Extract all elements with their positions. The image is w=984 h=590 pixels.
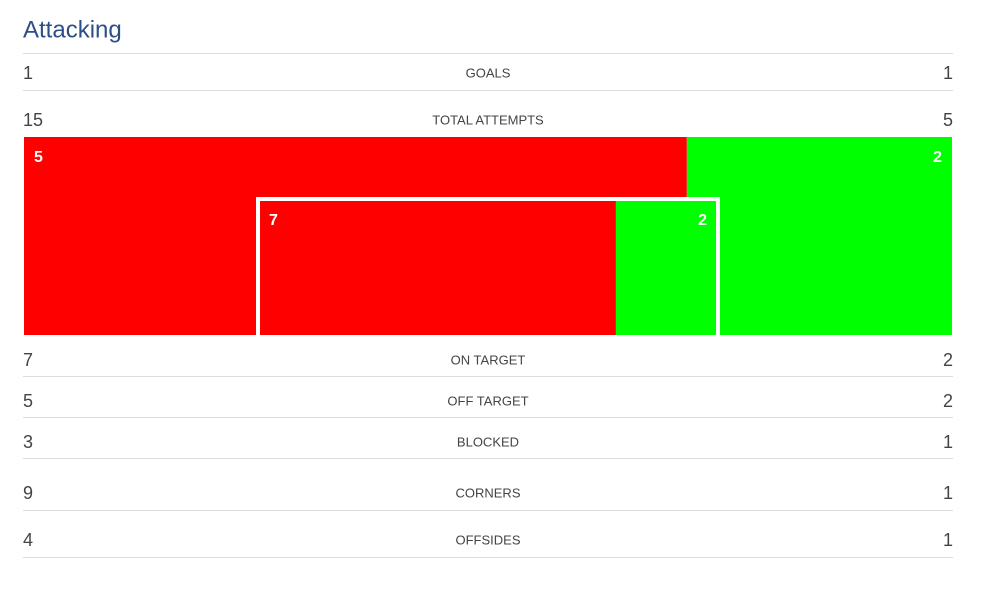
home-value: 15 bbox=[23, 110, 43, 130]
away-value: 1 bbox=[943, 530, 953, 550]
home-value: 9 bbox=[23, 483, 33, 503]
away-value: 1 bbox=[943, 63, 953, 83]
away-value: 1 bbox=[943, 483, 953, 503]
stat-label: GOALS bbox=[466, 65, 511, 80]
stat-label: ON TARGET bbox=[451, 352, 526, 367]
home-value: 7 bbox=[23, 350, 33, 370]
home-bar bbox=[258, 199, 616, 335]
stat-label: OFF TARGET bbox=[447, 393, 528, 408]
home-count: 7 bbox=[269, 212, 278, 229]
away-value: 2 bbox=[943, 350, 953, 370]
away-bar bbox=[615, 199, 718, 335]
away-value: 1 bbox=[943, 432, 953, 452]
home-value: 3 bbox=[23, 432, 33, 452]
stat-label: TOTAL ATTEMPTS bbox=[432, 112, 544, 127]
away-value: 5 bbox=[943, 110, 953, 130]
stat-label: OFFSIDES bbox=[455, 532, 520, 547]
stat-label: BLOCKED bbox=[457, 434, 519, 449]
attempts-graphic: 5 2 7 2 bbox=[24, 137, 952, 335]
away-bar bbox=[686, 137, 952, 335]
home-value: 5 bbox=[23, 391, 33, 411]
away-value: 2 bbox=[943, 391, 953, 411]
stat-label: CORNERS bbox=[455, 485, 520, 500]
section-title: Attacking bbox=[23, 16, 122, 43]
away-count: 2 bbox=[933, 149, 942, 166]
goal-frame bbox=[256, 197, 720, 335]
home-count: 5 bbox=[34, 149, 43, 166]
away-count: 2 bbox=[698, 212, 707, 229]
home-value: 1 bbox=[23, 63, 33, 83]
home-value: 4 bbox=[23, 530, 33, 550]
